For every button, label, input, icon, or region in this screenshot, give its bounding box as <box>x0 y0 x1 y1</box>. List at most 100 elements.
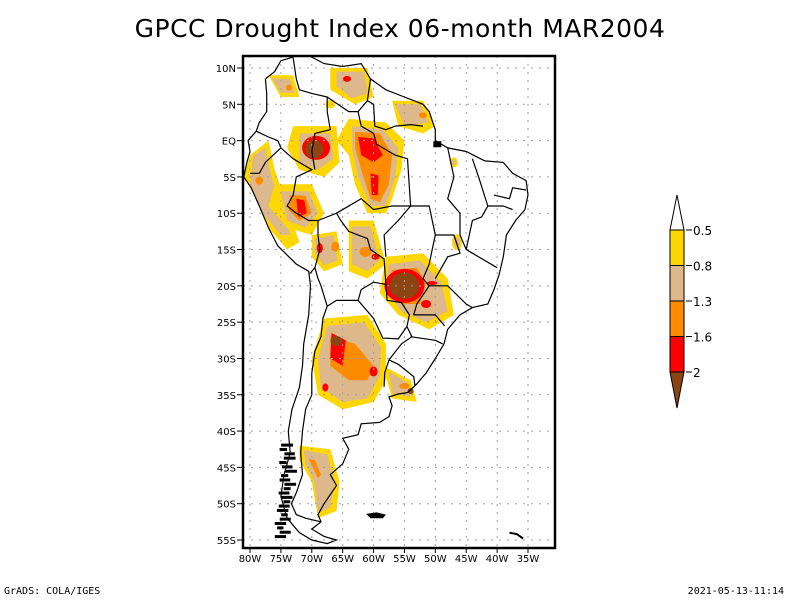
colorbar-label: 0.8 <box>693 260 712 274</box>
colorbar-label: 2 <box>693 366 701 380</box>
lon-tick-label: 45W <box>455 554 478 565</box>
state-border <box>336 111 412 214</box>
border-bolivia <box>314 212 387 308</box>
axis-ticks: 10N 5N EQ 5S 10S 15S 20S 25S 30S 35S 40S 45S 50S 55S8… <box>216 64 540 565</box>
fjord-islands <box>278 504 290 508</box>
lat-tick-label: 35S <box>217 391 236 402</box>
lat-tick-label: 50S <box>217 500 236 511</box>
fjord-islands <box>279 478 291 482</box>
drought-area-moderate <box>325 100 336 109</box>
drought-area-severe <box>451 159 456 166</box>
lon-tick-label: 65W <box>331 554 354 565</box>
drought-area-very-severe <box>308 458 321 479</box>
lon-tick-label: 80W <box>239 554 262 565</box>
fjord-islands <box>279 447 288 451</box>
fjord-islands <box>283 456 296 460</box>
drought-area-very-severe <box>418 112 427 119</box>
colorbar-segment <box>669 300 685 337</box>
drought-area-exceptional <box>330 336 343 347</box>
falkland-islands <box>366 512 386 519</box>
lon-tick-label: 35W <box>517 554 540 565</box>
colorbar-label: 1.3 <box>693 295 712 309</box>
fjord-islands <box>280 495 293 499</box>
drought-area-very-severe <box>331 241 340 252</box>
state-border <box>465 158 489 250</box>
state-border <box>383 205 412 257</box>
fjord-islands <box>276 508 289 512</box>
drought-area-very-severe <box>285 84 292 91</box>
chart-title: GPCC Drought Index 06-month MAR2004 <box>134 14 666 43</box>
fjord-islands <box>283 500 291 504</box>
drought-area-extreme <box>322 383 329 392</box>
colorbar-legend: 0.5 0.8 1.3 1.6 2 <box>669 194 712 409</box>
drought-area-severe <box>314 235 338 266</box>
map-frame <box>241 54 557 550</box>
fjord-islands <box>284 482 297 486</box>
drought-area-extreme <box>342 75 351 82</box>
drought-area-extreme <box>371 253 380 260</box>
drought-fields <box>243 68 462 519</box>
border-venezuela-brazil <box>326 96 368 113</box>
fjord-islands <box>274 522 287 526</box>
colorbar-bottom-arrow <box>669 371 685 409</box>
lat-tick-label: 20S <box>217 282 236 293</box>
colorbar-segment <box>669 265 685 302</box>
lat-tick-label: 45S <box>217 463 236 474</box>
marajo-island <box>433 141 442 148</box>
lat-tick-label: 5S <box>223 173 236 184</box>
border-uruguay-argentina <box>383 359 390 387</box>
colorbar-segment <box>669 229 685 266</box>
lat-tick-label: 40S <box>217 427 236 438</box>
drought-area-exceptional <box>305 140 324 159</box>
lat-tick-label: 10N <box>216 64 236 75</box>
lon-tick-label: 50W <box>424 554 447 565</box>
lon-tick-label: 40W <box>486 554 509 565</box>
lat-tick-label: EQ <box>222 137 236 148</box>
lon-tick-label: 75W <box>270 554 293 565</box>
state-border <box>429 285 473 309</box>
state-border <box>410 336 443 345</box>
colorbar-label: 0.5 <box>693 224 712 238</box>
fjord-islands <box>278 491 290 495</box>
state-border <box>493 187 527 200</box>
fjord-islands <box>277 526 284 530</box>
lat-tick-label: 30S <box>217 354 236 365</box>
colorbar-top-arrow <box>669 194 685 231</box>
state-border <box>410 205 436 316</box>
colorbar-segment <box>669 336 685 373</box>
fjord-islands <box>281 443 293 447</box>
lat-tick-label: 55S <box>217 536 236 547</box>
lon-tick-label: 60W <box>362 554 385 565</box>
fjord-islands <box>281 465 293 469</box>
fjord-islands <box>281 513 288 517</box>
fjord-islands <box>279 530 291 534</box>
drought-area-extreme <box>296 198 307 217</box>
coastlines-borders <box>243 56 529 545</box>
border-peru <box>280 147 321 274</box>
grads-credit: GrADS: COLA/IGES <box>4 586 101 597</box>
drought-area-very-severe <box>255 176 264 185</box>
lat-tick-label: 5N <box>222 100 236 111</box>
lat-tick-label: 25S <box>217 318 236 329</box>
fjord-islands <box>281 474 289 478</box>
state-border <box>413 314 446 327</box>
fjord-islands <box>279 461 287 465</box>
fjord-islands <box>283 487 291 491</box>
state-border <box>447 147 498 269</box>
border-guianas <box>366 78 424 131</box>
fjord-islands <box>285 469 297 473</box>
drought-area-very-severe <box>399 383 410 390</box>
drought-area-exceptional <box>407 388 414 395</box>
drought-area-extreme <box>370 173 379 196</box>
drought-area-extreme <box>421 300 432 308</box>
border-chile-argentina <box>290 306 328 523</box>
timestamp: 2021-05-13-11:14 <box>687 586 784 597</box>
colorbar-label: 1.6 <box>693 331 712 345</box>
lat-tick-label: 10S <box>217 209 236 220</box>
coastline <box>243 56 529 545</box>
fjord-islands <box>284 452 295 456</box>
state-border <box>487 205 513 211</box>
lat-tick-label: 15S <box>217 246 236 257</box>
drought-area-extreme <box>369 366 378 377</box>
drought-area-severe <box>389 371 411 397</box>
